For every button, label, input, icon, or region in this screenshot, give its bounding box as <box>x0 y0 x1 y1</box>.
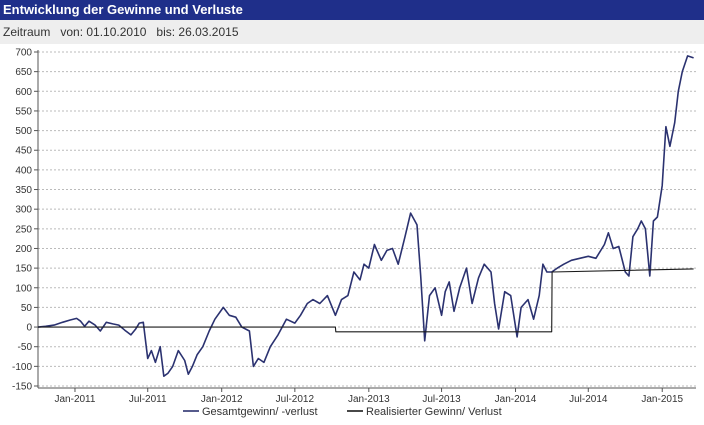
y-tick-label: 600 <box>15 87 32 98</box>
y-tick-label: -50 <box>18 342 33 353</box>
range-to: bis: 26.03.2015 <box>156 25 239 39</box>
y-tick-label: 0 <box>26 323 32 334</box>
y-tick-label: 350 <box>15 185 32 196</box>
x-tick-label: Jan-2012 <box>201 394 243 405</box>
y-tick-label: 150 <box>15 264 32 275</box>
y-tick-label: 300 <box>15 205 32 216</box>
range-label: Zeitraum <box>3 25 51 39</box>
axes: 7006506005505004504003503002502001501005… <box>12 48 696 405</box>
date-range-bar: Zeitraum von: 01.10.2010 bis: 26.03.2015 <box>0 20 704 44</box>
x-tick-label: Jan-2013 <box>348 394 390 405</box>
x-tick-label: Jul-2012 <box>276 394 315 405</box>
x-tick-label: Jan-2011 <box>54 394 95 405</box>
series-line-1 <box>38 268 694 333</box>
gridlines <box>38 51 696 387</box>
x-tick-label: Jan-2015 <box>641 394 683 405</box>
y-tick-label: 550 <box>15 106 32 117</box>
x-tick-label: Jul-2013 <box>422 394 461 405</box>
legend-label: Gesamtgewinn/ -verlust <box>202 406 318 418</box>
series <box>37 55 694 377</box>
y-tick-label: -100 <box>12 362 32 373</box>
y-tick-label: 400 <box>15 165 32 176</box>
x-tick-label: Jul-2014 <box>569 394 608 405</box>
y-tick-label: 200 <box>15 244 32 255</box>
y-tick-label: 650 <box>15 67 32 78</box>
y-tick-label: 500 <box>15 126 32 137</box>
x-tick-label: Jul-2011 <box>129 394 167 405</box>
gains-losses-chart: 7006506005505004504003503002502001501005… <box>12 48 696 418</box>
y-tick-label: 250 <box>15 224 32 235</box>
y-tick-label: 100 <box>15 283 32 294</box>
y-tick-label: -150 <box>12 382 32 393</box>
legend-label: Realisierter Gewinn/ Verlust <box>366 406 502 418</box>
y-tick-label: 700 <box>15 48 32 59</box>
chart-title: Entwicklung der Gewinne und Verluste <box>0 0 704 20</box>
range-from: von: 01.10.2010 <box>60 25 147 39</box>
legend: Gesamtgewinn/ -verlust Realisierter Gewin… <box>183 406 502 418</box>
series-line-0 <box>37 55 694 377</box>
x-tick-label: Jan-2014 <box>495 394 537 405</box>
y-tick-label: 450 <box>15 146 32 157</box>
y-tick-label: 50 <box>21 303 33 314</box>
